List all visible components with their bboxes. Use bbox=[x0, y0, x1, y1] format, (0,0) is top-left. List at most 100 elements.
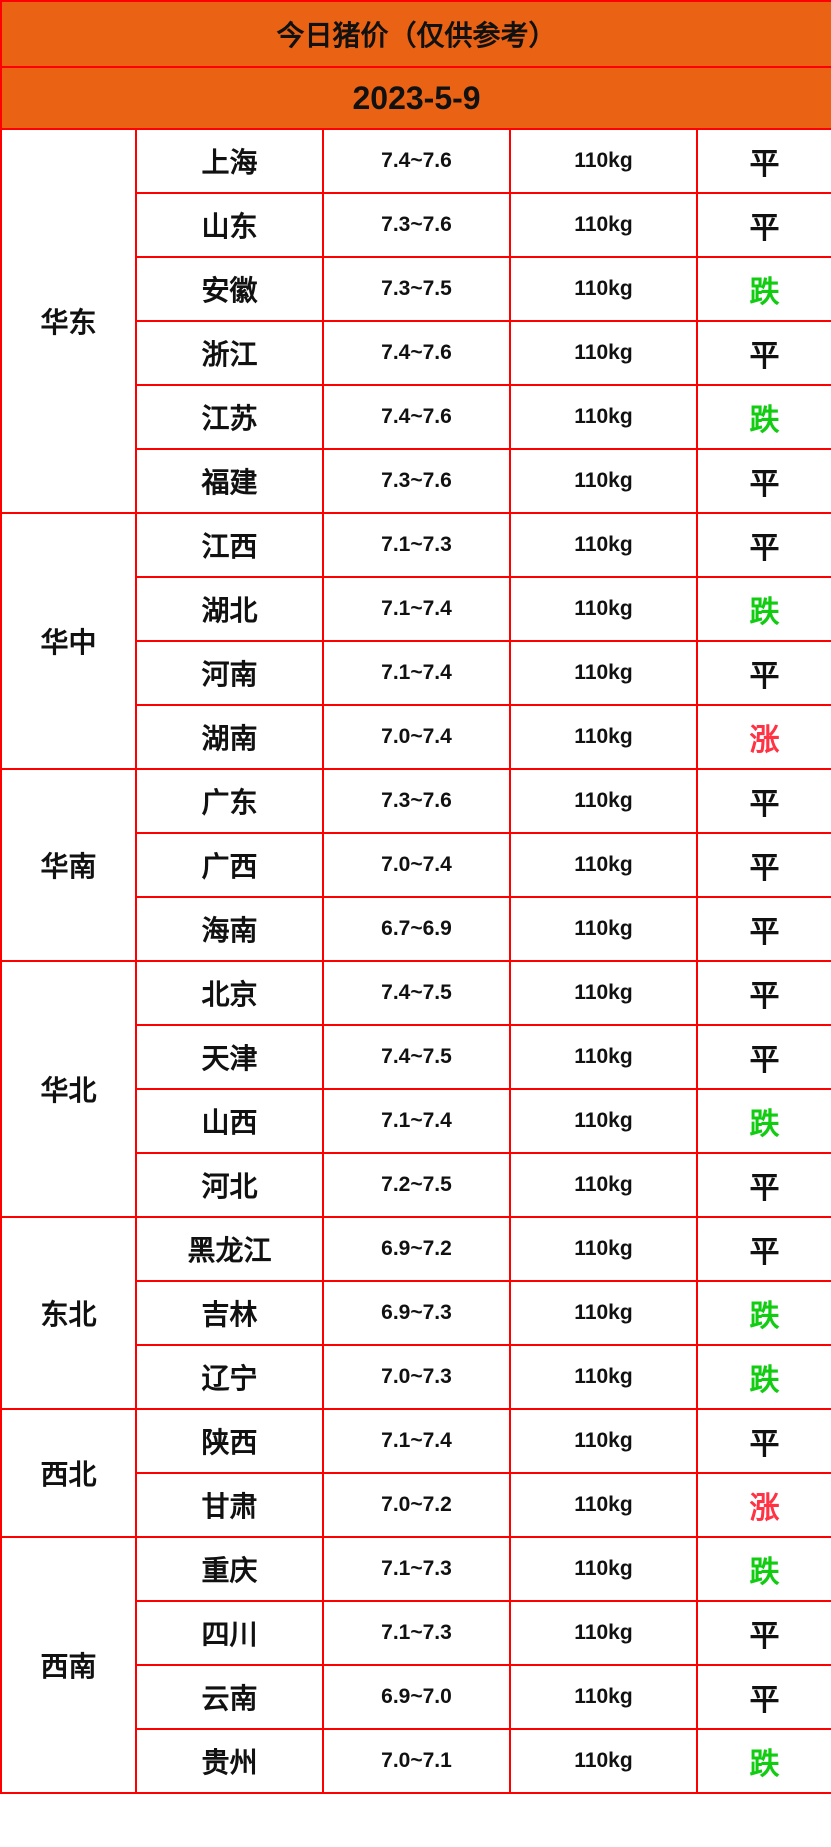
weight-cell: 110kg bbox=[509, 512, 698, 578]
table-row: 河南 7.1~7.4 110kg 平 bbox=[1, 640, 831, 706]
table-row: 湖北 7.1~7.4 110kg 跌 bbox=[1, 576, 831, 642]
price-cell: 7.4~7.5 bbox=[322, 1024, 511, 1090]
weight-cell: 110kg bbox=[509, 128, 698, 194]
table-row: 云南 6.9~7.0 110kg 平 bbox=[1, 1664, 831, 1730]
price-cell: 7.4~7.5 bbox=[322, 960, 511, 1026]
weight-cell: 110kg bbox=[509, 1536, 698, 1602]
weight-cell: 110kg bbox=[509, 1600, 698, 1666]
region-cell: 西北 bbox=[0, 1408, 137, 1538]
price-cell: 7.1~7.3 bbox=[322, 1600, 511, 1666]
table-row: 华中 江西 7.1~7.3 110kg 平 bbox=[0, 512, 831, 770]
price-cell: 7.1~7.4 bbox=[322, 1408, 511, 1474]
table-row: 湖南 7.0~7.4 110kg 涨 bbox=[1, 704, 831, 770]
province-cell: 黑龙江 bbox=[135, 1216, 324, 1282]
price-cell: 6.9~7.3 bbox=[322, 1280, 511, 1346]
province-cell: 云南 bbox=[135, 1664, 324, 1730]
trend-cell: 平 bbox=[695, 192, 831, 258]
province-cell: 甘肃 bbox=[135, 1472, 324, 1538]
province-cell: 山西 bbox=[135, 1088, 324, 1154]
province-cell: 安徽 bbox=[135, 256, 324, 322]
weight-cell: 110kg bbox=[509, 768, 698, 834]
weight-cell: 110kg bbox=[509, 448, 698, 514]
weight-cell: 110kg bbox=[509, 576, 698, 642]
province-cell: 北京 bbox=[135, 960, 324, 1026]
table-row: 广西 7.0~7.4 110kg 平 bbox=[1, 832, 831, 898]
trend-cell: 跌 bbox=[695, 576, 831, 642]
trend-cell: 跌 bbox=[695, 1088, 831, 1154]
price-cell: 7.0~7.4 bbox=[322, 832, 511, 898]
price-cell: 7.1~7.4 bbox=[322, 640, 511, 706]
pig-price-table: 今日猪价（仅供参考） 2023-5-9 华东 上海 7.4~7.6 110kg 平山东 7… bbox=[0, 0, 831, 1794]
province-cell: 海南 bbox=[135, 896, 324, 962]
weight-cell: 110kg bbox=[509, 1728, 698, 1794]
province-cell: 广西 bbox=[135, 832, 324, 898]
trend-cell: 跌 bbox=[695, 384, 831, 450]
province-cell: 陕西 bbox=[135, 1408, 324, 1474]
province-cell: 江苏 bbox=[135, 384, 324, 450]
province-cell: 浙江 bbox=[135, 320, 324, 386]
table-row: 西北 陕西 7.1~7.4 110kg 平 bbox=[0, 1408, 831, 1538]
price-cell: 7.3~7.6 bbox=[322, 192, 511, 258]
table-row: 甘肃 7.0~7.2 110kg 涨 bbox=[1, 1472, 831, 1538]
province-cell: 河南 bbox=[135, 640, 324, 706]
weight-cell: 110kg bbox=[509, 1664, 698, 1730]
trend-cell: 平 bbox=[695, 320, 831, 386]
province-cell: 江西 bbox=[135, 512, 324, 578]
trend-cell: 跌 bbox=[695, 256, 831, 322]
trend-cell: 平 bbox=[695, 1664, 831, 1730]
region-cell: 西南 bbox=[0, 1536, 137, 1794]
trend-cell: 平 bbox=[695, 448, 831, 514]
province-cell: 重庆 bbox=[135, 1536, 324, 1602]
weight-cell: 110kg bbox=[509, 640, 698, 706]
price-cell: 7.1~7.4 bbox=[322, 576, 511, 642]
table-row: 东北 黑龙江 6.9~7.2 110kg 平 bbox=[0, 1216, 831, 1410]
province-cell: 广东 bbox=[135, 768, 324, 834]
province-cell: 山东 bbox=[135, 192, 324, 258]
weight-cell: 110kg bbox=[509, 1024, 698, 1090]
trend-cell: 涨 bbox=[695, 704, 831, 770]
province-cell: 福建 bbox=[135, 448, 324, 514]
weight-cell: 110kg bbox=[509, 1152, 698, 1218]
table-row: 安徽 7.3~7.5 110kg 跌 bbox=[1, 256, 831, 322]
province-cell: 湖南 bbox=[135, 704, 324, 770]
price-cell: 7.4~7.6 bbox=[322, 320, 511, 386]
table-title: 今日猪价（仅供参考） bbox=[0, 0, 831, 68]
trend-cell: 平 bbox=[695, 832, 831, 898]
table-row: 山东 7.3~7.6 110kg 平 bbox=[1, 192, 831, 258]
table-row: 山西 7.1~7.4 110kg 跌 bbox=[1, 1088, 831, 1154]
price-cell: 7.0~7.3 bbox=[322, 1344, 511, 1410]
province-cell: 贵州 bbox=[135, 1728, 324, 1794]
table-row: 华北 北京 7.4~7.5 110kg 平 bbox=[0, 960, 831, 1218]
weight-cell: 110kg bbox=[509, 320, 698, 386]
table-row: 华南 广东 7.3~7.6 110kg 平 bbox=[0, 768, 831, 962]
region-cell: 华北 bbox=[0, 960, 137, 1218]
table-row: 天津 7.4~7.5 110kg 平 bbox=[1, 1024, 831, 1090]
weight-cell: 110kg bbox=[509, 896, 698, 962]
weight-cell: 110kg bbox=[509, 704, 698, 770]
price-cell: 7.3~7.6 bbox=[322, 768, 511, 834]
province-cell: 天津 bbox=[135, 1024, 324, 1090]
weight-cell: 110kg bbox=[509, 1088, 698, 1154]
region-cell: 华东 bbox=[0, 128, 137, 514]
table-row: 华东 上海 7.4~7.6 110kg 平 bbox=[0, 128, 831, 514]
trend-cell: 平 bbox=[695, 1152, 831, 1218]
price-cell: 7.0~7.2 bbox=[322, 1472, 511, 1538]
trend-cell: 平 bbox=[695, 1408, 831, 1474]
region-cell: 东北 bbox=[0, 1216, 137, 1410]
province-cell: 辽宁 bbox=[135, 1344, 324, 1410]
price-cell: 7.1~7.3 bbox=[322, 512, 511, 578]
price-cell: 7.4~7.6 bbox=[322, 384, 511, 450]
price-cell: 7.2~7.5 bbox=[322, 1152, 511, 1218]
table-row: 贵州 7.0~7.1 110kg 跌 bbox=[1, 1728, 831, 1794]
price-cell: 7.3~7.5 bbox=[322, 256, 511, 322]
table-row: 西南 重庆 7.1~7.3 110kg 跌 bbox=[0, 1536, 831, 1794]
trend-cell: 涨 bbox=[695, 1472, 831, 1538]
province-cell: 四川 bbox=[135, 1600, 324, 1666]
region-cell: 华中 bbox=[0, 512, 137, 770]
trend-cell: 平 bbox=[695, 768, 831, 834]
price-cell: 7.1~7.4 bbox=[322, 1088, 511, 1154]
table-row: 浙江 7.4~7.6 110kg 平 bbox=[1, 320, 831, 386]
province-cell: 上海 bbox=[135, 128, 324, 194]
trend-cell: 跌 bbox=[695, 1728, 831, 1794]
trend-cell: 跌 bbox=[695, 1280, 831, 1346]
